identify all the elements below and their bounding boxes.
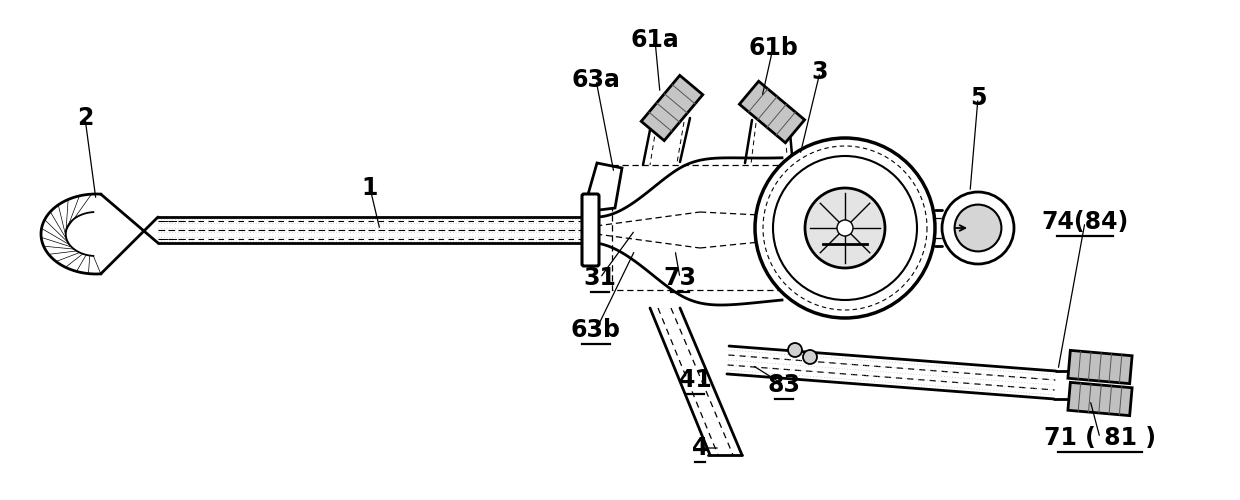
Circle shape [837,220,853,236]
Text: 71 ( 81 ): 71 ( 81 ) [1044,426,1156,450]
Polygon shape [739,81,805,143]
FancyBboxPatch shape [582,194,599,266]
Circle shape [942,192,1014,264]
Text: 61a: 61a [631,28,680,52]
Polygon shape [641,76,703,140]
Circle shape [955,204,1002,252]
Polygon shape [1068,350,1132,384]
Polygon shape [1068,382,1132,416]
Text: 74(84): 74(84) [1042,210,1128,234]
Text: 2: 2 [77,106,93,130]
Polygon shape [583,163,622,212]
Circle shape [755,138,935,318]
Text: 83: 83 [768,373,801,397]
Text: 1: 1 [362,176,378,200]
Text: 63a: 63a [572,68,620,92]
Text: 41: 41 [678,368,712,392]
Text: 3: 3 [812,60,828,84]
Circle shape [787,343,802,357]
Text: 73: 73 [663,266,697,290]
Text: 61b: 61b [748,36,797,60]
Circle shape [773,156,918,300]
Text: 5: 5 [970,86,986,110]
Text: 63b: 63b [570,318,621,342]
Text: 31: 31 [584,266,616,290]
Circle shape [804,350,817,364]
Text: 4: 4 [692,436,708,460]
Circle shape [805,188,885,268]
